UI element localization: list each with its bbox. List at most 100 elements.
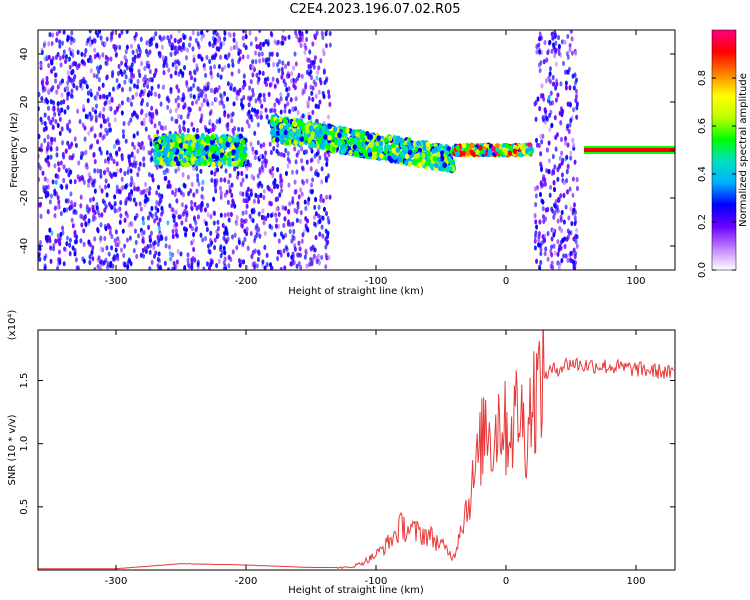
spectral-point [53, 137, 57, 143]
spectral-point [134, 239, 138, 246]
spectral-point [282, 152, 286, 158]
spectral-point [99, 35, 103, 41]
spectral-point [230, 58, 234, 64]
spectral-point [550, 31, 554, 37]
spectral-point [262, 194, 266, 201]
spectral-point [111, 256, 115, 262]
spectral-point [51, 179, 55, 185]
spectral-point [328, 30, 332, 37]
spectral-point [367, 151, 373, 158]
spectral-point [92, 72, 96, 79]
spectral-point [189, 93, 193, 99]
spectral-point [333, 126, 338, 133]
spectral-point [59, 80, 63, 86]
spectral-point [86, 90, 90, 96]
spectral-point [186, 174, 190, 180]
spectral-point [103, 235, 107, 242]
spectral-point [127, 120, 131, 126]
spectral-point [65, 235, 69, 241]
spectral-point [148, 49, 152, 55]
spectral-point [278, 192, 282, 198]
spectral-point [231, 249, 235, 255]
spectral-point [211, 161, 216, 168]
spectral-point [123, 54, 127, 61]
spectral-point [286, 163, 290, 169]
spectral-point [56, 106, 60, 113]
spectral-point [540, 139, 544, 145]
spectral-point [297, 261, 301, 267]
spectral-point [571, 192, 575, 198]
spectral-point [297, 149, 301, 155]
spectral-point [182, 34, 186, 41]
spectral-point [263, 230, 267, 237]
spectral-point [259, 110, 263, 116]
spectral-point [262, 188, 266, 194]
spectral-point [265, 158, 269, 164]
spectral-point [548, 79, 552, 85]
spectral-point [552, 186, 556, 193]
spectral-point [290, 70, 294, 77]
spectral-point [267, 186, 271, 192]
spectral-point [316, 69, 320, 75]
spectral-point [340, 149, 346, 155]
spectral-point [292, 83, 296, 89]
spectral-point [96, 228, 100, 234]
spectral-point [227, 217, 231, 223]
spectral-point [212, 220, 216, 226]
spectral-point [80, 51, 84, 57]
spectral-point [52, 106, 56, 112]
spectral-point [75, 265, 79, 270]
spectral-point [242, 73, 246, 79]
spectral-point [283, 216, 287, 222]
spectral-point [321, 233, 325, 239]
spectral-point [569, 117, 573, 124]
spectral-point [305, 30, 309, 35]
spectral-point [179, 68, 183, 75]
spectral-point [116, 207, 120, 213]
spectral-point [321, 198, 325, 204]
spectral-point [436, 156, 441, 163]
spectral-point [74, 238, 78, 245]
spectral-point [315, 30, 319, 36]
spectral-point [209, 242, 213, 248]
spectral-point [287, 34, 291, 40]
spectral-point [547, 40, 551, 46]
spectral-point [305, 178, 309, 184]
spectral-point [312, 64, 316, 70]
spectral-point [286, 71, 290, 77]
spectral-point [226, 113, 230, 119]
spectral-point [216, 32, 220, 38]
spectral-point [318, 99, 322, 105]
spectral-point [533, 213, 537, 219]
spectral-point [160, 44, 164, 50]
spectral-point [554, 61, 558, 67]
spectral-point [268, 82, 272, 88]
spectral-point [312, 214, 316, 220]
spectral-point [55, 152, 59, 158]
spectral-point [55, 146, 59, 152]
spectral-point [146, 52, 150, 58]
spectral-point [256, 256, 260, 263]
spectral-point [121, 228, 125, 234]
spectral-point [538, 219, 542, 225]
spectral-point [440, 155, 445, 161]
spectral-point [553, 210, 557, 216]
spectral-point [303, 254, 307, 260]
spectral-point [60, 184, 64, 190]
x-tick-label: -100 [365, 276, 388, 287]
spectral-point [190, 225, 194, 232]
spectral-point [305, 159, 309, 165]
spectral-point [62, 261, 66, 267]
spectral-point [169, 108, 173, 114]
spectral-point [147, 134, 151, 140]
spectral-point [216, 72, 220, 78]
spectral-point [65, 207, 69, 213]
spectral-point [123, 217, 127, 223]
spectral-point [48, 32, 52, 38]
spectral-point [187, 145, 192, 151]
spectral-point [566, 234, 570, 240]
spectral-point [109, 56, 113, 62]
spectral-point [249, 113, 253, 120]
snr-y-ticks: 0.51.01.5 [19, 373, 675, 515]
spectral-point [353, 150, 358, 157]
